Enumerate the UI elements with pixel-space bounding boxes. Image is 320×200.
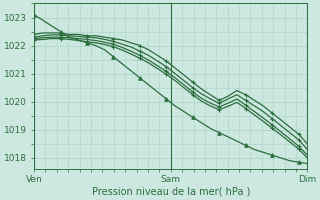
X-axis label: Pression niveau de la mer( hPa ): Pression niveau de la mer( hPa ) [92,187,250,197]
